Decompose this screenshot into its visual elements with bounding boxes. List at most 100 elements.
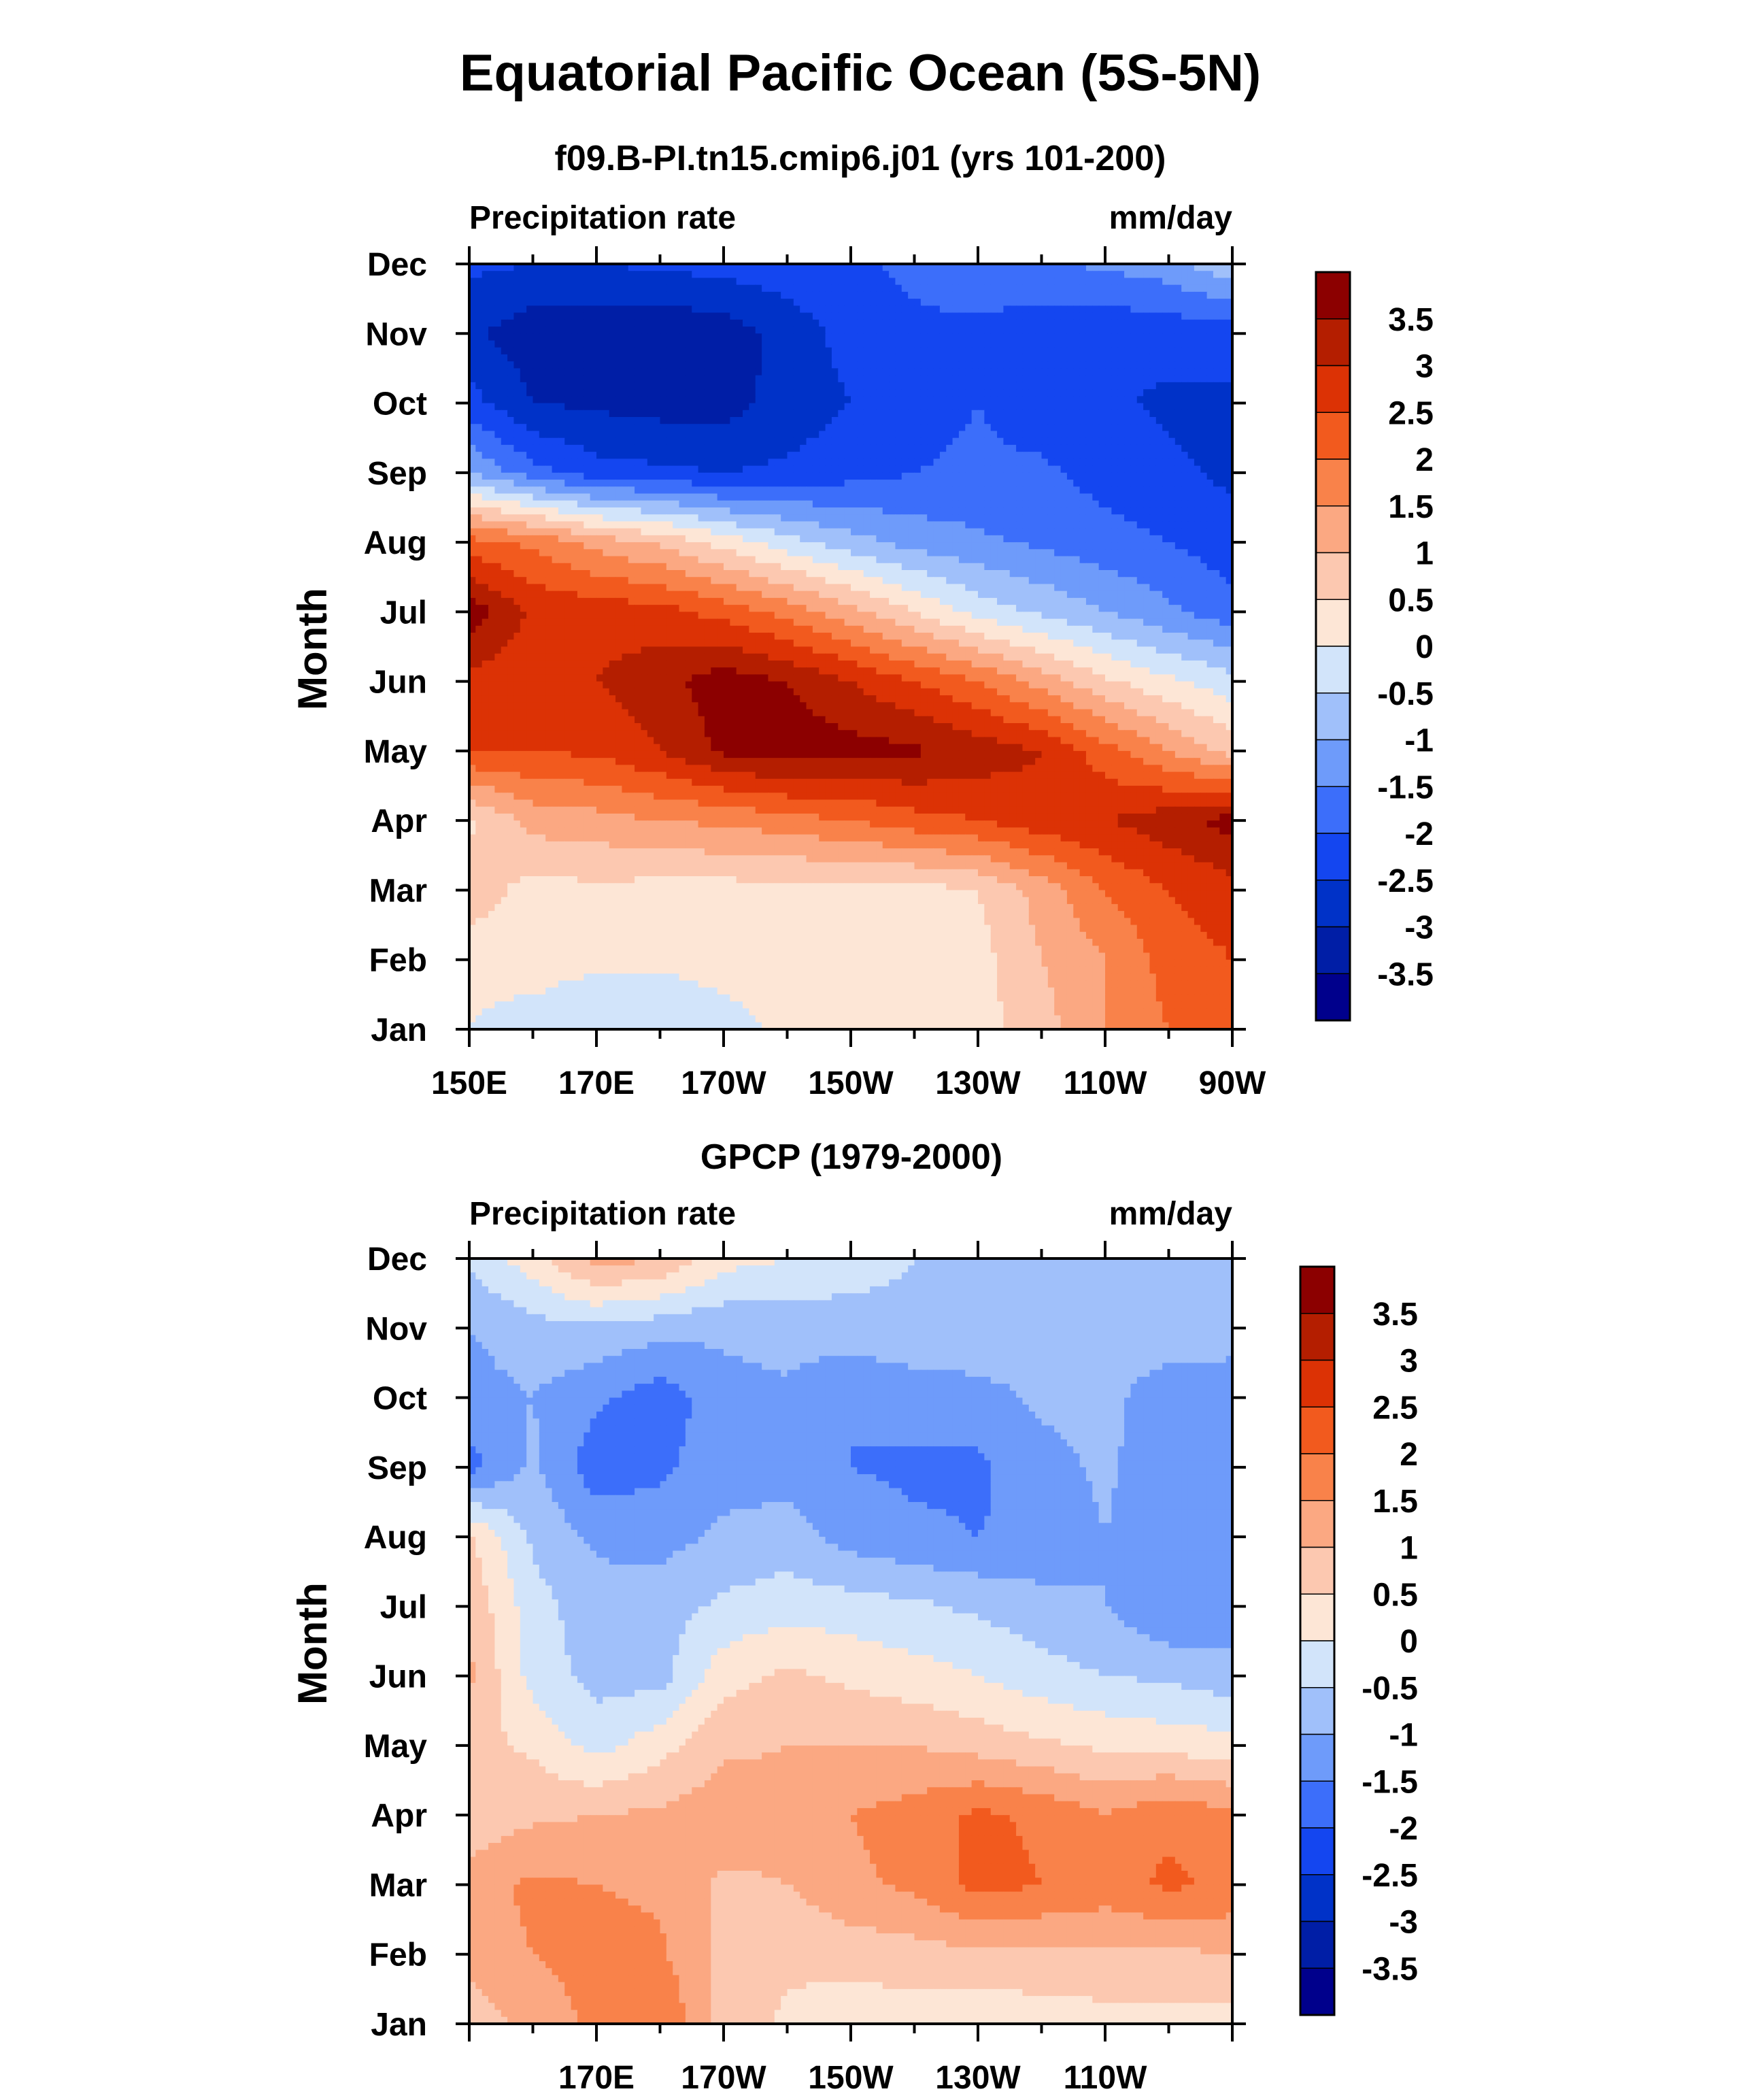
figure: Equatorial Pacific Ocean (5S-5N) f09.B-P… [0, 0, 1741, 2100]
heatmap-cell [889, 320, 896, 327]
heatmap-cell [539, 341, 546, 348]
heatmap-cell [584, 341, 590, 348]
heatmap-cell [609, 327, 616, 334]
heatmap-cell [1067, 299, 1074, 306]
heatmap-cell [965, 305, 972, 313]
heatmap-cell [965, 320, 972, 327]
heatmap-cell [577, 305, 584, 313]
heatmap-cell [577, 327, 584, 334]
heatmap-cell [781, 305, 788, 313]
heatmap-cell [902, 285, 909, 293]
heatmap-cell [475, 320, 482, 327]
heatmap-cell [762, 278, 768, 285]
heatmap-cell [1099, 320, 1106, 327]
heatmap-cell [870, 271, 877, 278]
heatmap-cell [571, 333, 578, 341]
heatmap-cell [482, 285, 489, 293]
heatmap-cell [558, 333, 565, 341]
heatmap-cell [1054, 313, 1061, 320]
heatmap-cell [1143, 271, 1150, 278]
heatmap-cell [953, 333, 960, 341]
heatmap-cell [647, 305, 654, 313]
heatmap-cell [666, 313, 673, 320]
heatmap-cell [705, 305, 711, 313]
heatmap-cell [647, 341, 654, 348]
heatmap-cell [1175, 292, 1182, 299]
heatmap-cell [1162, 320, 1169, 327]
heatmap-cell [596, 313, 603, 320]
heatmap-cell [940, 285, 947, 293]
heatmap-cell [488, 327, 495, 334]
heatmap-cell [756, 278, 762, 285]
heatmap-cell [552, 320, 559, 327]
heatmap-cell [654, 327, 660, 334]
heatmap-cell [965, 327, 972, 334]
heatmap-cell [1200, 278, 1207, 285]
heatmap-cell [686, 320, 692, 327]
heatmap-cell [660, 333, 667, 341]
heatmap-cell [845, 327, 851, 334]
heatmap-cell [507, 305, 514, 313]
heatmap-cell [838, 327, 845, 334]
heatmap-cell [788, 278, 794, 285]
heatmap-cell [1213, 271, 1220, 278]
heatmap-cell [781, 313, 788, 320]
heatmap-cell [959, 292, 966, 299]
heatmap-cell [940, 333, 947, 341]
heatmap-cell [832, 299, 839, 306]
heatmap-cell [749, 320, 756, 327]
heatmap-cell [679, 285, 686, 293]
heatmap-cell [666, 333, 673, 341]
heatmap-cell [673, 341, 679, 348]
heatmap-cell [1080, 285, 1087, 293]
heatmap-cell [628, 285, 635, 293]
heatmap-cell [628, 299, 635, 306]
heatmap-cell [915, 333, 922, 341]
heatmap-cell [915, 278, 922, 285]
heatmap-cell [959, 333, 966, 341]
heatmap-cell [972, 299, 979, 306]
heatmap-cell [545, 313, 552, 320]
heatmap-cell [1194, 271, 1201, 278]
heatmap-cell [577, 341, 584, 348]
heatmap-cell [1105, 278, 1112, 285]
heatmap-cell [851, 305, 858, 313]
heatmap-cell [800, 341, 807, 348]
heatmap-cell [800, 305, 807, 313]
heatmap-cell [1149, 327, 1156, 334]
heatmap-cell [1035, 327, 1042, 334]
heatmap-cell [864, 313, 870, 320]
heatmap-cell [603, 278, 609, 285]
heatmap-cell [1016, 333, 1023, 341]
heatmap-cell [520, 313, 527, 320]
heatmap-cell [997, 333, 1004, 341]
heatmap-cell [743, 292, 749, 299]
heatmap-cell [711, 305, 717, 313]
heatmap-cell [743, 285, 749, 293]
heatmap-cell [475, 313, 482, 320]
heatmap-cell [1143, 327, 1150, 334]
heatmap-cell [539, 278, 546, 285]
heatmap-cell [641, 285, 647, 293]
heatmap-cell [1067, 333, 1074, 341]
heatmap-cell [635, 327, 641, 334]
heatmap-cell [533, 313, 540, 320]
heatmap-cell [1219, 313, 1226, 320]
heatmap-cell [953, 278, 960, 285]
heatmap-cell [666, 271, 673, 278]
heatmap-cell [807, 305, 813, 313]
heatmap-cell [762, 271, 768, 278]
heatmap-cell [870, 305, 877, 313]
heatmap-cell [564, 285, 571, 293]
heatmap-cell [902, 313, 909, 320]
heatmap-cell [1194, 327, 1201, 334]
heatmap-cell [724, 299, 730, 306]
heatmap-cell [660, 285, 667, 293]
heatmap-cell [800, 285, 807, 293]
heatmap-cell [749, 278, 756, 285]
heatmap-cell [965, 299, 972, 306]
heatmap-cell [946, 320, 953, 327]
heatmap-cell [788, 327, 794, 334]
heatmap-cell [908, 320, 915, 327]
heatmap-cell [705, 285, 711, 293]
